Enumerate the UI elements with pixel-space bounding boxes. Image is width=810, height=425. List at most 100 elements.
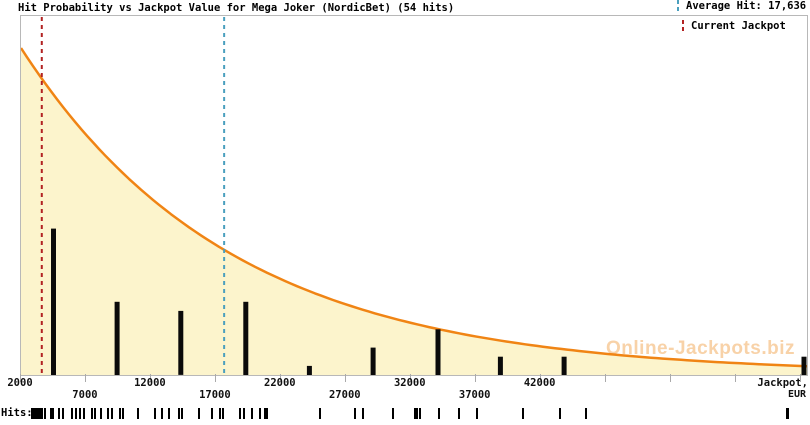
- histogram-bar: [561, 356, 567, 375]
- curve-bars-lines-layer: [21, 17, 807, 375]
- watermark: Online-Jackpots.biz: [606, 338, 795, 359]
- hit-rug-tick: [37, 408, 40, 419]
- hit-rug-tick: [137, 408, 140, 419]
- hit-rug-tick: [100, 408, 103, 419]
- hit-rug-tick: [161, 408, 164, 419]
- x-axis-label: 17000: [199, 389, 231, 401]
- x-axis-tick: [799, 374, 801, 382]
- hit-rug-tick: [181, 408, 184, 419]
- hit-rug-tick: [585, 408, 588, 419]
- hit-rug-tick: [39, 408, 42, 419]
- histogram-bar: [243, 301, 249, 375]
- chart-title: Hit Probability vs Jackpot Value for Meg…: [18, 2, 455, 14]
- hit-rug-tick: [154, 408, 157, 419]
- x-axis-tick: [734, 374, 736, 382]
- x-axis-title-line2: EUR: [787, 389, 806, 400]
- x-axis-tick: [344, 374, 346, 382]
- x-axis-label: 32000: [393, 377, 426, 389]
- hit-rug-tick: [219, 408, 222, 419]
- hits-rug-label: Hits:: [1, 407, 33, 419]
- histogram-bar: [435, 329, 441, 375]
- hit-rug-tick: [263, 408, 266, 419]
- hit-rug-tick: [44, 408, 47, 419]
- histogram-bar: [114, 301, 120, 375]
- hit-rug-tick: [211, 408, 214, 419]
- x-axis-tick: [149, 374, 151, 382]
- hit-rug-tick: [243, 408, 246, 419]
- hit-rug-tick: [94, 408, 97, 419]
- plot-area: Online-Jackpots.biz Current Jackpot: [20, 15, 808, 376]
- x-axis-label: 12000: [134, 377, 166, 389]
- current-jackpot-line-swatch: [682, 20, 684, 32]
- hit-rug-tick: [475, 408, 478, 419]
- hit-rug-tick: [521, 408, 524, 419]
- histogram-bar: [178, 310, 184, 375]
- x-axis-label: 7000: [72, 389, 98, 401]
- x-axis-label: 2000: [7, 377, 33, 389]
- probability-area-fill: [21, 48, 807, 375]
- hit-rug-tick: [250, 408, 253, 419]
- hit-rug-tick: [413, 408, 416, 419]
- hit-rug-tick: [70, 408, 73, 419]
- hit-rug-tick: [35, 408, 38, 419]
- hit-rug-tick: [106, 408, 109, 419]
- hit-rug-tick: [239, 408, 242, 419]
- hit-rug-tick: [122, 408, 125, 419]
- hit-rug-tick: [458, 408, 461, 419]
- x-axis-tick: [409, 374, 411, 382]
- histogram-bar: [497, 356, 503, 375]
- hit-rug-tick: [178, 408, 181, 419]
- legend-current-jackpot-label: Current Jackpot: [691, 20, 786, 32]
- x-axis-tick: [20, 374, 21, 382]
- x-axis-label: 27000: [328, 389, 361, 401]
- x-axis-title-line1: Jackpot,: [757, 377, 808, 389]
- hit-rug-tick: [61, 408, 64, 419]
- x-axis-tick: [84, 374, 86, 382]
- hit-rug-tick: [31, 408, 34, 419]
- hit-rug-tick: [354, 408, 357, 419]
- x-axis-tick: [604, 374, 606, 382]
- hit-rug-tick: [82, 408, 85, 419]
- hit-rug-tick: [419, 408, 422, 419]
- hit-rug-tick: [319, 408, 322, 419]
- legend-average-hit-label: Average Hit: 17,636: [686, 0, 807, 12]
- histogram-bar: [370, 347, 376, 375]
- probability-area-fill-layer: [21, 48, 807, 375]
- hit-rug-tick: [258, 408, 261, 419]
- hit-rug-tick: [785, 408, 788, 419]
- hit-rug-tick: [119, 408, 122, 419]
- x-axis-label: 37000: [458, 389, 491, 401]
- legend-current-jackpot: Current Jackpot: [682, 20, 786, 32]
- hit-rug-tick: [222, 408, 225, 419]
- x-axis-tick: [539, 374, 541, 382]
- hit-rug-tick: [91, 408, 94, 419]
- histogram-bar: [51, 228, 56, 375]
- hit-rug-tick: [57, 408, 60, 419]
- hit-rug-tick: [52, 408, 55, 419]
- x-axis-tick: [214, 374, 216, 382]
- hit-rug-tick: [32, 408, 35, 419]
- average-hit-line-swatch: [677, 0, 679, 12]
- hit-rug-tick: [79, 408, 82, 419]
- hit-rug-tick: [391, 408, 394, 419]
- hit-rug-tick: [197, 408, 200, 419]
- x-axis-label: 22000: [264, 377, 296, 389]
- x-axis-tick: [474, 374, 476, 382]
- hit-rug-tick: [787, 408, 790, 419]
- histogram-bar: [801, 356, 807, 375]
- hit-rug-tick: [361, 408, 364, 419]
- hit-rug-tick: [558, 408, 561, 419]
- hit-rug-tick: [50, 408, 53, 419]
- hit-rug-tick: [110, 408, 113, 419]
- hit-rug-tick: [33, 408, 36, 419]
- x-axis-tick: [279, 374, 281, 382]
- x-axis-tick: [669, 374, 671, 382]
- x-axis-label: 42000: [523, 377, 556, 389]
- legend-average-hit: Average Hit: 17,636: [677, 0, 806, 12]
- probability-curve: [21, 47, 807, 368]
- hit-rug-tick: [266, 408, 269, 419]
- histogram-bar: [306, 365, 312, 375]
- hit-rug-tick: [437, 408, 440, 419]
- hit-rug-tick: [41, 408, 44, 419]
